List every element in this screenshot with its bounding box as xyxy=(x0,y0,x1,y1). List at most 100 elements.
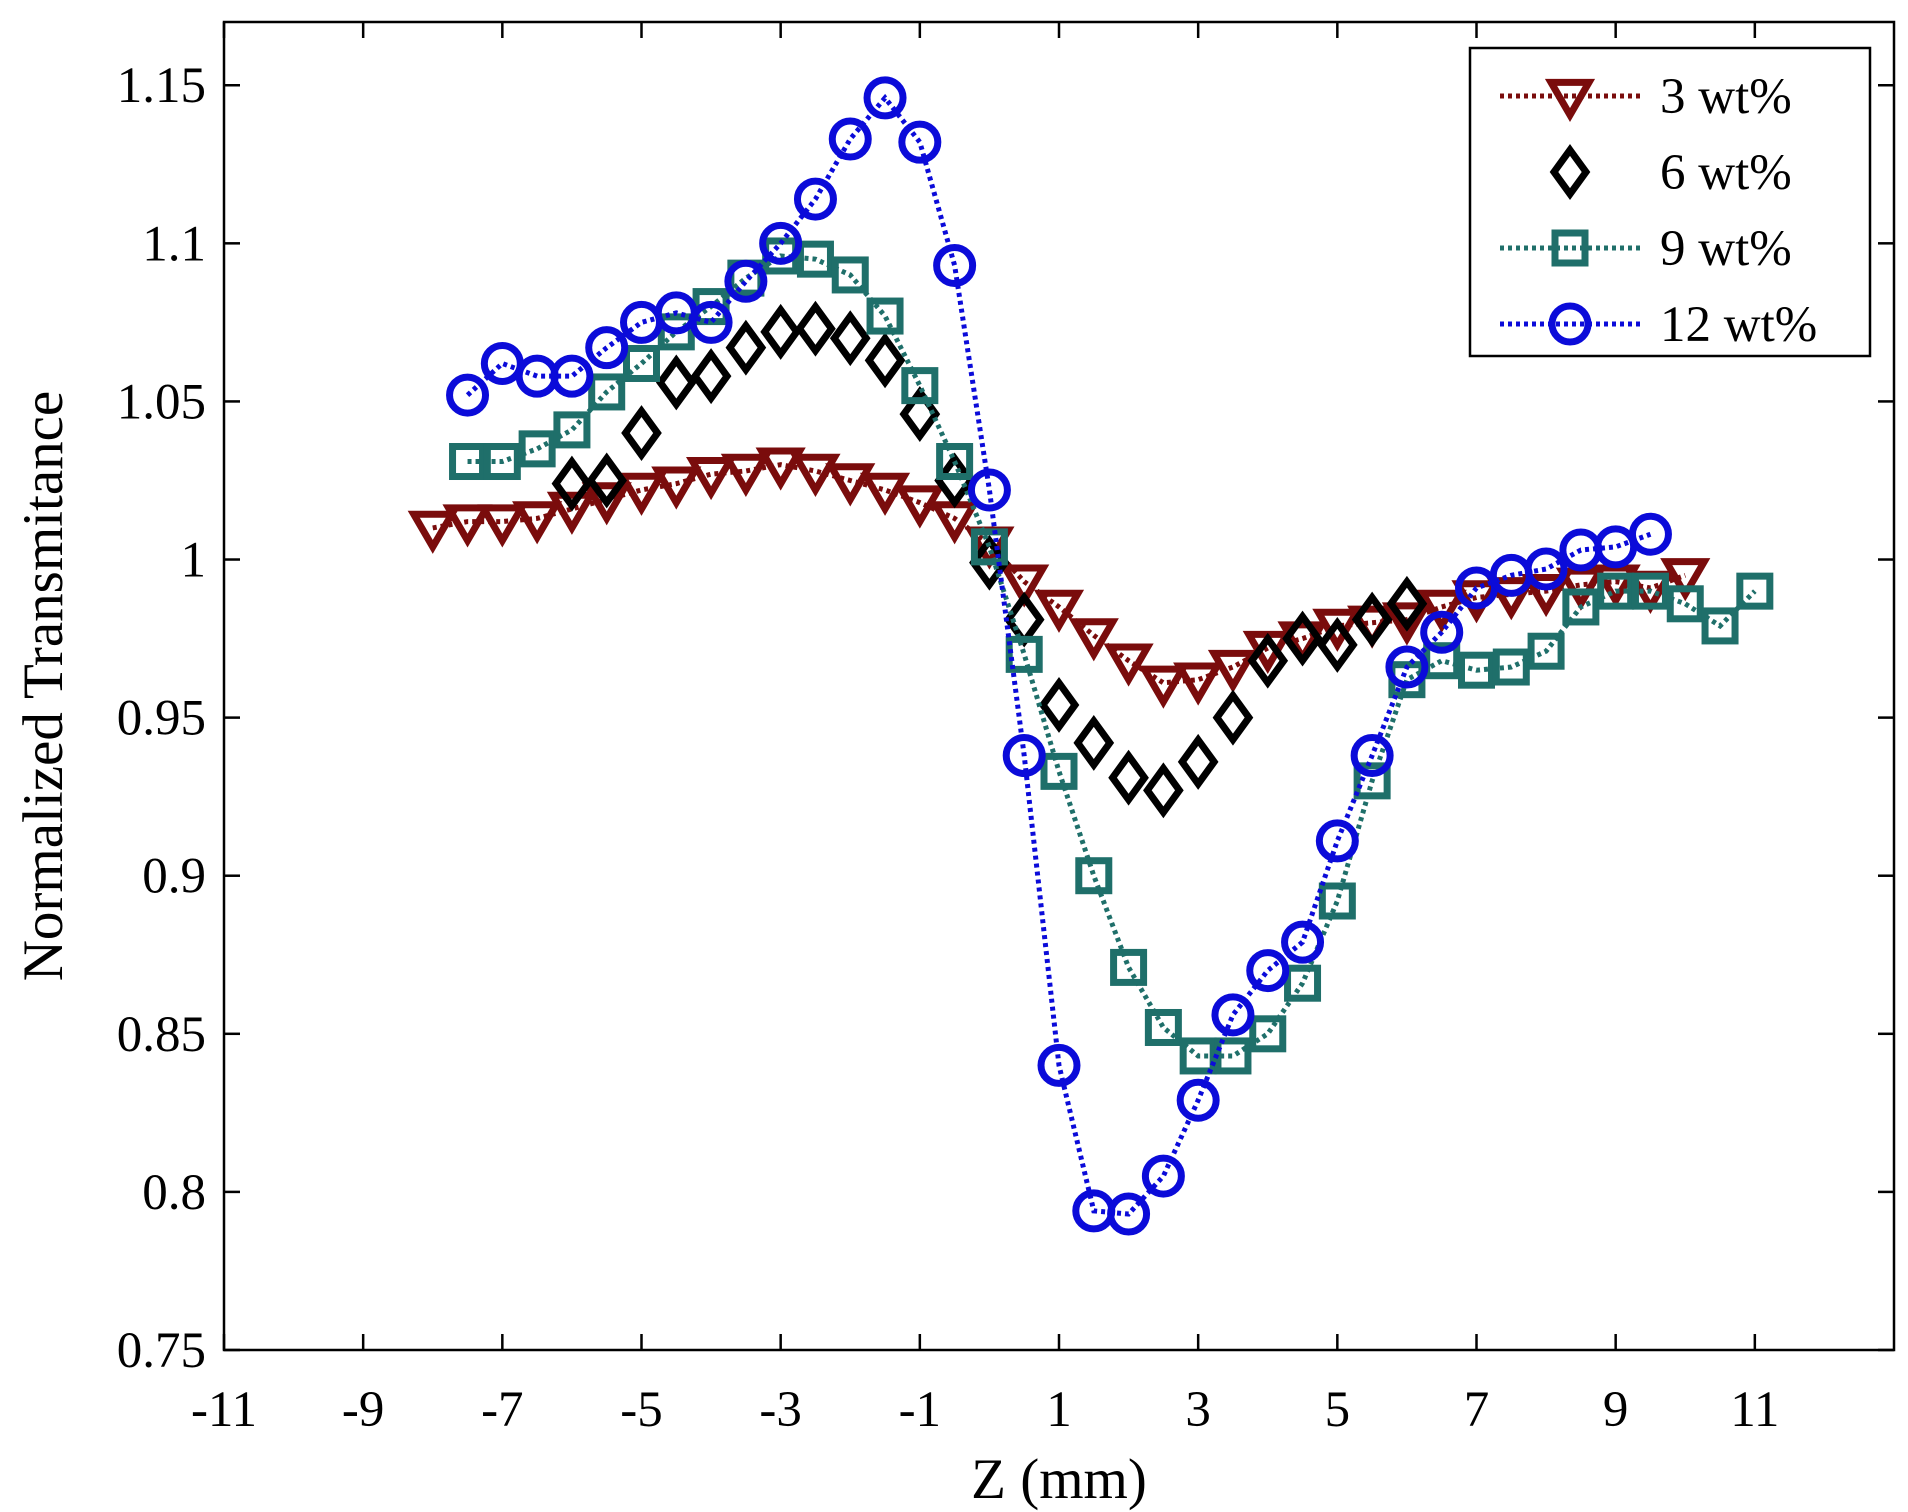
legend-label: 3 wt% xyxy=(1660,69,1792,125)
y-tick-label: 1.1 xyxy=(142,216,206,272)
data-point xyxy=(553,411,591,449)
data-point xyxy=(790,453,841,497)
data-point xyxy=(1318,882,1356,920)
data-point xyxy=(970,528,1008,566)
data-point xyxy=(1520,573,1572,618)
data-point xyxy=(1284,964,1322,1002)
legend-label: 12 wt% xyxy=(1660,297,1817,353)
x-axis-ticks: -11 -9 -7 -5 -3 -1 1 3 5 7 9 11 xyxy=(191,22,1779,1438)
data-point xyxy=(1176,1078,1220,1122)
legend-entry: 9 wt% xyxy=(1500,221,1792,277)
data-point xyxy=(581,482,632,526)
data-point xyxy=(1110,948,1148,986)
data-point xyxy=(1068,618,1119,662)
data-point xyxy=(1381,602,1433,646)
legend: 3 wt% 6 wt% 9 wt% 12 wt% xyxy=(1468,46,1872,358)
data-point xyxy=(1207,649,1259,693)
data-point xyxy=(967,468,1011,512)
data-point xyxy=(1524,547,1568,591)
data-point xyxy=(1416,589,1467,633)
legend-box xyxy=(1468,46,1872,358)
legend-entry: 12 wt% xyxy=(1500,297,1817,353)
data-point xyxy=(795,300,836,357)
legend-entry: 3 wt% xyxy=(1500,69,1792,125)
legend-marker xyxy=(1548,302,1592,346)
data-point xyxy=(518,430,556,468)
data-point xyxy=(1486,577,1537,621)
data-point xyxy=(407,510,458,554)
data-point xyxy=(1211,993,1255,1037)
data-point xyxy=(1527,632,1565,670)
y-tick-label: 0.85 xyxy=(117,1007,206,1063)
data-point xyxy=(1492,648,1530,686)
data-point xyxy=(1143,762,1184,819)
data-point xyxy=(831,256,869,294)
data-point xyxy=(477,504,528,548)
data-point xyxy=(866,297,904,335)
data-point xyxy=(759,221,803,265)
data-point xyxy=(796,240,834,278)
x-tick-label: 5 xyxy=(1325,1382,1351,1438)
legend-entries: 3 wt% 6 wt% 9 wt% 12 wt% xyxy=(1500,69,1817,353)
data-point xyxy=(825,463,876,507)
data-point xyxy=(1317,616,1358,673)
data-point xyxy=(936,443,974,481)
data-point xyxy=(1075,857,1113,895)
data-point xyxy=(621,405,662,461)
x-tick-label: -3 xyxy=(759,1382,801,1438)
data-point xyxy=(1246,949,1290,993)
data-point xyxy=(1040,752,1078,790)
data-point xyxy=(1562,588,1600,626)
series-line xyxy=(432,462,1687,686)
data-point xyxy=(1386,575,1428,632)
data-point xyxy=(1144,1008,1182,1046)
x-tick-label: -11 xyxy=(191,1382,257,1438)
data-point xyxy=(1458,651,1495,689)
series-3 xyxy=(446,76,1672,1236)
data-point xyxy=(1631,572,1669,610)
data-point xyxy=(1033,589,1085,633)
data-point xyxy=(724,259,768,303)
data-point xyxy=(1312,608,1363,652)
data-point xyxy=(933,243,977,287)
data-point xyxy=(651,466,702,510)
data-point xyxy=(1597,572,1635,610)
data-point xyxy=(859,472,911,516)
legend-label: 6 wt% xyxy=(1660,145,1792,201)
y-tick-label: 0.8 xyxy=(142,1165,206,1221)
data-point xyxy=(551,455,593,512)
data-point xyxy=(1353,762,1391,800)
data-point xyxy=(1277,621,1328,665)
x-axis-label: Z (mm) xyxy=(971,1448,1147,1511)
data-point xyxy=(1173,662,1224,706)
series-1 xyxy=(551,300,1428,819)
data-point xyxy=(1002,734,1046,778)
data-point xyxy=(1249,1015,1287,1053)
data-point xyxy=(1107,1192,1151,1236)
data-point xyxy=(586,452,628,509)
data-point xyxy=(1212,689,1254,746)
legend-marker xyxy=(1549,144,1591,200)
data-point xyxy=(1037,1043,1081,1087)
data-point xyxy=(720,453,771,497)
data-point xyxy=(898,120,942,164)
series-layer xyxy=(407,76,1774,1236)
series-0 xyxy=(407,447,1711,709)
data-point xyxy=(1736,572,1774,610)
data-point xyxy=(623,344,660,382)
data-point xyxy=(449,443,487,481)
legend-marker xyxy=(1551,229,1589,267)
x-tick-label: 3 xyxy=(1185,1382,1211,1438)
y-tick-label: 1 xyxy=(181,533,207,589)
y-tick-label: 0.95 xyxy=(117,691,206,747)
data-point xyxy=(1660,558,1711,602)
data-point xyxy=(1420,610,1464,654)
x-tick-label: -9 xyxy=(342,1382,384,1438)
legend-marker xyxy=(1544,78,1596,122)
y-axis-label: Normalized Transmitance xyxy=(12,391,75,981)
data-point xyxy=(1073,714,1115,771)
data-point xyxy=(685,456,737,501)
data-point xyxy=(483,443,521,481)
data-point xyxy=(1385,645,1429,689)
